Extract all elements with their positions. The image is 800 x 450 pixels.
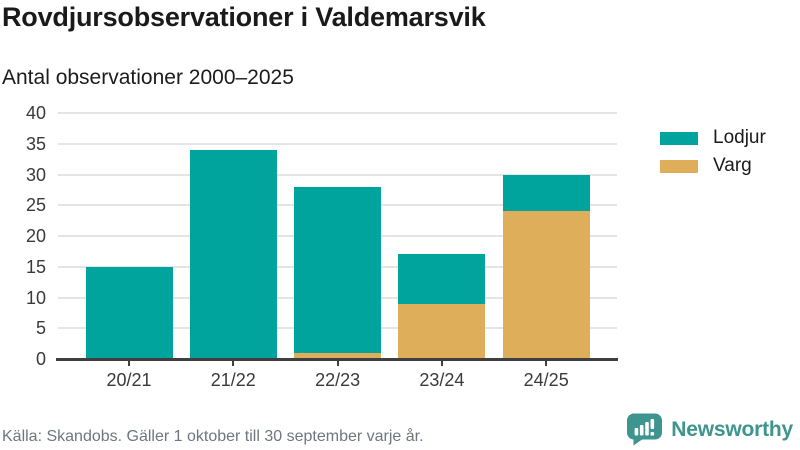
x-axis-tick-label: 20/21: [106, 370, 152, 390]
bar-24-25-varg: [502, 211, 590, 359]
y-axis-tick-label: 10: [25, 287, 46, 308]
x-axis-tick: [336, 360, 339, 366]
x-axis-tick-label: 21/22: [210, 370, 256, 390]
y-axis-tick-label: 40: [25, 103, 46, 123]
x-axis-tick-label: 22/23: [315, 370, 361, 390]
newsworthy-wordmark: Newsworthy: [671, 417, 793, 441]
gridline-y-40: [58, 112, 617, 114]
bar-21-22-lodjur: [189, 149, 277, 359]
gridline-y-35: [58, 142, 617, 145]
bar-20-21-lodjur: [85, 266, 173, 359]
y-axis-tick-label: 30: [25, 164, 46, 185]
y-axis-tick-label: 0: [35, 349, 46, 369]
x-axis-tick-label: 23/24: [419, 370, 465, 390]
x-axis-tick: [545, 360, 548, 366]
y-axis-tick-label: 5: [35, 318, 46, 339]
chart-legend: Lodjur Varg: [660, 124, 766, 180]
legend-swatch-varg: [660, 159, 698, 173]
source-note: Källa: Skandobs. Gäller 1 oktober till 3…: [2, 428, 424, 445]
x-axis-tick: [440, 360, 443, 366]
x-axis-tick: [232, 360, 235, 366]
newsworthy-logo: Newsworthy: [627, 413, 793, 446]
x-axis-tick: [128, 360, 130, 366]
y-axis-tick-label: 20: [25, 226, 46, 246]
legend-item-lodjur: Lodjur: [660, 124, 766, 152]
legend-item-varg: Varg: [660, 152, 766, 180]
bar-22-23-lodjur: [294, 186, 382, 353]
y-axis-tick-label: 15: [25, 256, 46, 277]
y-axis-tick-label: 25: [25, 195, 46, 216]
x-axis-line: [56, 358, 618, 361]
chart-subtitle: Antal observationer 2000–2025: [2, 66, 294, 89]
page-title: Rovdjursobservationer i Valdemarsvik: [2, 2, 486, 32]
y-axis-tick-label: 35: [25, 133, 46, 154]
bar-23-24-lodjur: [398, 254, 486, 304]
bar-22-23-varg: [294, 352, 382, 359]
gridline-y-30: [58, 173, 617, 176]
bar-23-24-varg: [398, 303, 486, 359]
bar-24-25-lodjur: [502, 174, 590, 212]
bar-chart-speech-bubble-icon: [627, 413, 663, 446]
legend-label-varg: Varg: [713, 155, 752, 176]
x-axis-tick-label: 24/25: [523, 370, 569, 390]
legend-swatch-lodjur: [660, 131, 698, 145]
legend-label-lodjur: Lodjur: [713, 127, 766, 148]
